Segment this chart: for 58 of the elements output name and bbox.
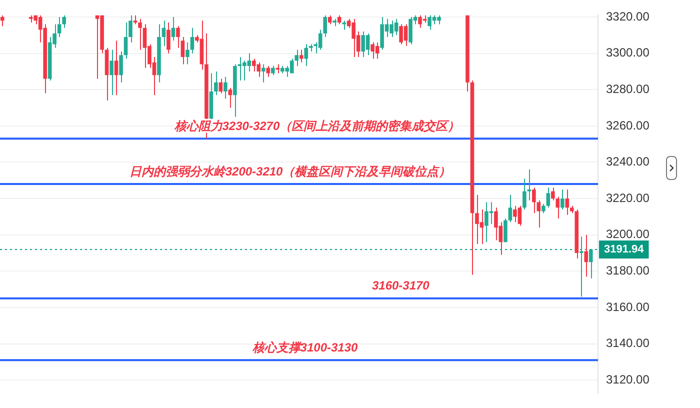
candlestick	[162, 20, 166, 47]
candlestick	[114, 40, 118, 96]
candlestick	[228, 87, 232, 108]
candlestick	[266, 66, 270, 78]
candlestick	[190, 27, 194, 54]
candlestick	[504, 218, 508, 243]
candlestick	[271, 66, 275, 76]
annotation: 日内的强弱分水岭3200-3210（横盘区间下沿及早间破位点）	[129, 164, 451, 178]
candlestick	[560, 188, 564, 210]
y-tick-label: 3160.00	[606, 300, 650, 314]
candlestick	[133, 15, 138, 25]
candlestick	[138, 18, 142, 50]
candlestick	[186, 42, 190, 65]
y-tick-label: 3300.00	[606, 46, 650, 60]
candlestick	[171, 16, 176, 42]
candlestick	[522, 178, 526, 210]
y-tick-label: 3220.00	[606, 190, 650, 205]
ref-line-label: 3191.94	[604, 244, 645, 256]
y-tick-label: 3280.00	[606, 82, 650, 96]
candlestick	[556, 196, 560, 220]
candlestick	[342, 20, 346, 30]
candlestick	[565, 188, 570, 216]
y-tick-label: 3200.00	[606, 227, 650, 242]
candlestick	[551, 187, 555, 201]
annotation: 核心支撑3100-3130	[251, 340, 358, 354]
candlestick	[532, 187, 536, 214]
candlestick	[579, 236, 584, 298]
candlestick	[527, 169, 532, 201]
candlestick	[304, 44, 308, 67]
candlestick	[262, 64, 266, 83]
candlestick	[218, 78, 223, 94]
candlestick	[584, 234, 588, 278]
candlestick	[542, 204, 546, 214]
candlestick	[323, 15, 327, 38]
candlestick	[110, 49, 114, 96]
candlestick	[176, 26, 180, 48]
candlestick	[119, 51, 123, 83]
y-tick-label: 3240.00	[606, 154, 650, 169]
candlestick	[166, 22, 170, 54]
y-tick-label: 3140.00	[606, 336, 650, 350]
annotation: 3160-3170	[372, 278, 430, 293]
candlestick	[508, 194, 512, 223]
candlestick	[180, 36, 185, 65]
y-tick-label: 3120.00	[606, 372, 650, 386]
candlestick	[214, 70, 218, 96]
candlestick	[0, 15, 4, 27]
candlestick	[337, 15, 342, 25]
y-tick-label: 3320.00	[606, 9, 650, 24]
candlestick	[62, 15, 66, 28]
candlestick	[546, 187, 550, 208]
candlestick	[328, 15, 332, 25]
candlestick	[224, 76, 228, 100]
candlestick	[299, 49, 304, 63]
candlestick	[536, 200, 541, 228]
y-tick-label: 3260.00	[606, 118, 650, 132]
y-tick-label: 3180.00	[606, 263, 650, 278]
candlestick	[294, 49, 299, 67]
candlestick	[588, 248, 593, 279]
